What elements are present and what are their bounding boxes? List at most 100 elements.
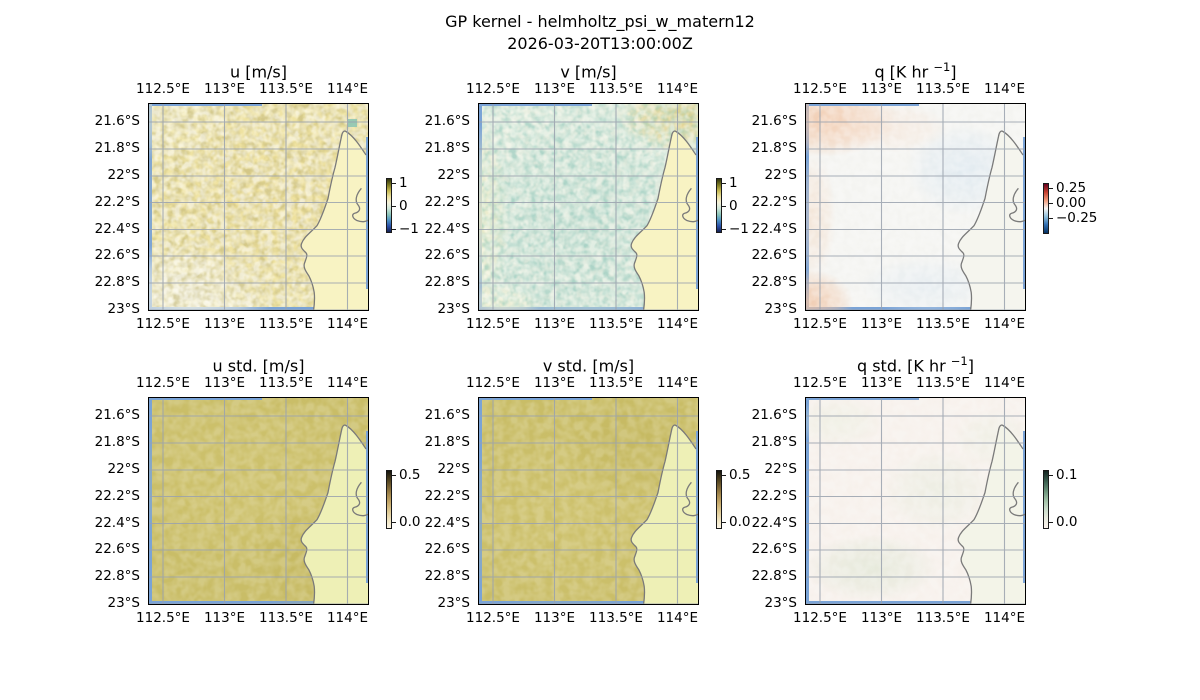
x-tick-label: 114°E [983,81,1026,97]
x-tick-label: 112.5°E [793,610,847,626]
y-tick-label: 22°S [764,461,798,477]
y-tick-label: 22.4°S [751,220,797,237]
map-graphic [478,397,699,605]
y-tick-label: 21.8°S [751,140,797,156]
colorbar-tick-label: −1 [399,221,419,237]
x-tick-label: 114°E [326,375,369,391]
y-tick-label: 22.8°S [94,568,140,584]
colorbar-tick-mark [722,229,726,231]
y-tick-label: 23°S [437,595,471,611]
y-tick-label: 22.6°S [751,541,797,557]
colorbar-tick-mark [392,229,396,231]
colorbar-tick-label: 1 [399,175,408,191]
colorbar-tick-mark [722,206,726,208]
x-tick-label: 114°E [656,610,699,626]
x-tick-label: 114°E [983,610,1026,626]
y-tick-label: 22.2°S [94,193,140,210]
colorbar-tick-label: 0 [729,198,738,214]
map-graphic [148,103,369,311]
y-tick-label: 23°S [764,301,798,317]
x-tick-label: 113.5°E [916,316,970,332]
panel-u_std: u std. [m/s] 112.5°E 113°E 113.5°E 114°E 11… [40,351,450,626]
colorbar-tick-label: 0.1 [1056,467,1078,483]
x-tick-label: 113°E [533,375,576,391]
y-tick-label: 22.8°S [94,274,140,290]
colorbar-gradient [386,470,392,529]
panel-title: q std. [K hr −1] [856,354,975,376]
colorbar-gradient [386,178,392,233]
x-tick-label: 112.5°E [136,316,190,332]
x-tick-label: 112.5°E [466,316,520,332]
colorbar-tick-label: 0 [399,198,408,214]
colorbar-tick-mark [1049,218,1053,220]
y-tick-label: 21.6°S [751,407,797,423]
x-tick-label: 113°E [533,316,576,332]
colorbar-tick-label: 0.0 [729,514,751,530]
colorbar-tick-mark [392,522,396,524]
x-tick-label: 114°E [326,610,369,626]
x-tick-label: 113.5°E [259,316,313,332]
colorbar-tick-label: 0.25 [1056,180,1087,196]
y-tick-label: 22.2°S [424,193,470,210]
map-graphic [805,397,1026,605]
x-tick-label: 114°E [656,375,699,391]
map [478,103,699,311]
colorbar-tick-mark [392,206,396,208]
y-tick-label: 22.4°S [94,514,140,531]
y-tick-label: 22.6°S [94,541,140,557]
y-tick-label: 22°S [437,461,471,477]
y-tick-label: 21.6°S [424,407,470,423]
y-tick-label: 22°S [764,167,798,183]
y-tick-label: 22.6°S [94,247,140,263]
map-graphic [805,103,1026,311]
colorbar-tick-mark [392,183,396,185]
x-tick-label: 113.5°E [259,375,313,391]
y-tick-label: 22.8°S [751,274,797,290]
y-tick-label: 22.6°S [424,247,470,263]
x-tick-label: 112.5°E [793,81,847,97]
x-tick-label: 113°E [860,610,903,626]
colorbar-tick-mark [1049,522,1053,524]
x-tick-label: 113°E [533,610,576,626]
x-tick-label: 113.5°E [589,610,643,626]
panel-title: v std. [m/s] [542,356,635,376]
panel-v: v [m/s] 112.5°E 113°E 113.5°E 114°E 112.5°E… [370,57,780,332]
y-tick-label: 21.8°S [94,140,140,156]
colorbar-tick-label: 0.0 [1056,514,1078,530]
colorbar-tick-label: −0.25 [1056,210,1098,226]
y-tick-label: 23°S [107,301,141,317]
figure-title-line2: 2026-03-20T13:00:00Z [507,34,693,53]
colorbar-tick-label: 0.5 [729,467,751,483]
x-tick-label: 114°E [983,316,1026,332]
x-tick-label: 113°E [203,81,246,97]
y-tick-label: 21.8°S [424,434,470,450]
colorbar-tick-mark [722,522,726,524]
y-tick-label: 21.6°S [751,113,797,129]
x-tick-label: 112.5°E [136,375,190,391]
figure-title-line1: GP kernel - helmholtz_psi_w_matern12 [445,12,755,31]
colorbar-gradient [1043,183,1049,234]
panel-u: u [m/s] 112.5°E 113°E 113.5°E 114°E 112.5°E… [40,57,450,332]
y-tick-label: 22.4°S [424,514,470,531]
y-tick-label: 21.6°S [94,113,140,129]
x-tick-label: 113°E [533,81,576,97]
x-tick-label: 113.5°E [916,375,970,391]
colorbar-tick-mark [1049,203,1053,205]
x-tick-label: 113.5°E [916,81,970,97]
x-tick-label: 113°E [860,316,903,332]
colorbar-tick-label: 0.5 [399,467,421,483]
y-tick-label: 23°S [107,595,141,611]
y-tick-label: 22.2°S [424,487,470,504]
panel-title: u [m/s] [229,62,288,82]
y-tick-label: 22°S [107,461,141,477]
y-tick-label: 22.4°S [424,220,470,237]
x-tick-label: 113°E [203,316,246,332]
colorbar-tick-label: 0.0 [399,514,421,530]
map [478,397,699,605]
y-tick-label: 22.2°S [751,487,797,504]
x-tick-label: 113°E [860,81,903,97]
y-tick-label: 22.2°S [751,193,797,210]
x-tick-label: 114°E [656,316,699,332]
x-tick-label: 113.5°E [259,81,313,97]
map [148,397,369,605]
